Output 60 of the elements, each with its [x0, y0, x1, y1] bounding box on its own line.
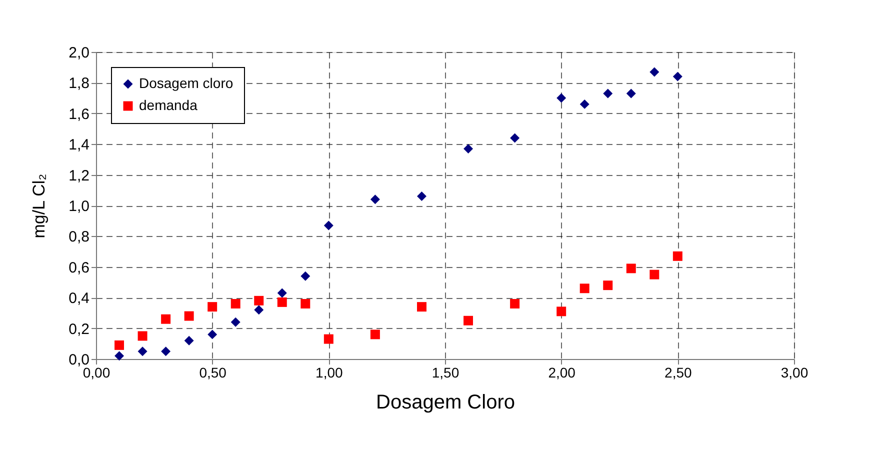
x-tick-label: 2,00 [548, 364, 576, 380]
y-tick-label: 0,4 [68, 290, 90, 308]
point [254, 305, 264, 315]
point [208, 330, 218, 340]
y-tick-label: 1,4 [68, 136, 90, 154]
point [161, 346, 171, 356]
point [277, 297, 287, 307]
point [254, 296, 264, 306]
point [300, 298, 310, 308]
legend-label: Dosagem cloro [139, 75, 234, 91]
point [510, 133, 520, 143]
point [138, 331, 148, 341]
point [161, 314, 171, 324]
point [114, 351, 124, 361]
point [556, 306, 566, 316]
y-tick-label: 0,2 [68, 320, 90, 338]
point [556, 93, 566, 103]
point [324, 220, 334, 230]
point [230, 298, 240, 308]
point [464, 316, 474, 326]
point [230, 317, 240, 327]
point [672, 251, 682, 261]
point [138, 346, 148, 356]
y-tick-label: 1,0 [68, 198, 90, 215]
point [580, 99, 590, 109]
y-tick-label: 1,6 [68, 106, 90, 123]
point [184, 336, 194, 346]
point [370, 194, 380, 204]
point [626, 264, 636, 274]
x-axis-title: Dosagem Cloro [376, 392, 515, 414]
point [416, 192, 426, 202]
y-tick-label: 0,6 [68, 259, 90, 276]
x-tick-label: 1,50 [432, 364, 460, 380]
point [300, 271, 310, 281]
y-tick-label: 1,2 [68, 167, 90, 184]
point [650, 67, 660, 77]
point [184, 311, 194, 321]
point [277, 288, 287, 298]
point [114, 340, 124, 350]
legend-label: demanda [139, 97, 198, 113]
point [416, 302, 426, 312]
y-axis-title: mg/L Cl₂ [30, 174, 49, 238]
point [672, 72, 682, 82]
point [208, 302, 218, 312]
x-tick-label: 2,50 [664, 364, 692, 380]
point [626, 88, 636, 98]
point [510, 298, 520, 308]
point [324, 334, 334, 344]
y-tick-label: 2,0 [68, 44, 90, 62]
point [580, 284, 590, 294]
y-tick-label: 1,8 [68, 75, 90, 92]
x-tick-label: 1,00 [316, 364, 344, 380]
y-tick-label: 0,8 [68, 228, 90, 246]
point [603, 88, 613, 98]
point [650, 270, 660, 280]
point [464, 144, 474, 154]
x-tick-label: 3,00 [780, 364, 808, 380]
point [603, 280, 613, 290]
x-tick-label: 0,50 [199, 364, 227, 380]
point [370, 330, 380, 340]
